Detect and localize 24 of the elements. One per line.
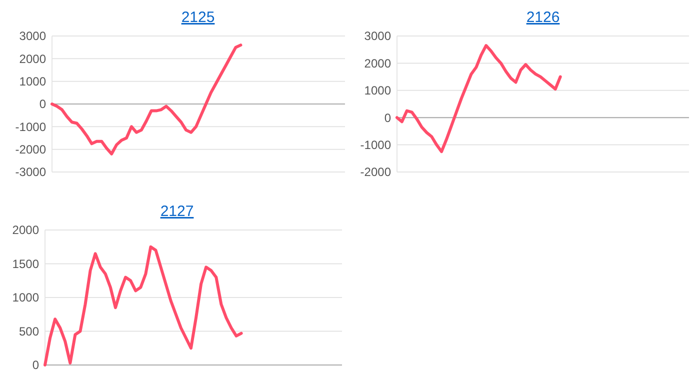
y-tick-label: 1000 bbox=[12, 290, 40, 305]
y-tick-label: 1500 bbox=[12, 256, 40, 271]
y-tick-label: 2000 bbox=[364, 56, 392, 70]
y-tick-label: -1000 bbox=[15, 120, 46, 134]
y-tick-label: 3000 bbox=[364, 29, 392, 44]
chart-title: 2125 bbox=[181, 9, 215, 26]
y-tick-label: 3000 bbox=[19, 29, 46, 44]
chart-title: 2126 bbox=[526, 9, 560, 26]
y-tick-label: 0 bbox=[39, 97, 46, 112]
y-tick-label: 0 bbox=[384, 110, 392, 125]
y-tick-label: 0 bbox=[32, 358, 40, 372]
y-tick-label: 2000 bbox=[19, 52, 46, 66]
y-tick-label: 1000 bbox=[19, 74, 46, 89]
chart-title: 2127 bbox=[160, 203, 194, 220]
y-tick-label: -2000 bbox=[360, 165, 392, 180]
y-tick-label: 2000 bbox=[12, 223, 40, 238]
y-tick-label: 1000 bbox=[364, 84, 392, 98]
line-series bbox=[50, 44, 242, 156]
line-series bbox=[396, 44, 562, 154]
y-tick-label: -3000 bbox=[15, 165, 46, 180]
y-tick-label: 500 bbox=[18, 324, 40, 338]
line-series bbox=[44, 245, 243, 366]
y-tick-label: -1000 bbox=[360, 138, 392, 152]
y-tick-label: -2000 bbox=[15, 142, 46, 157]
